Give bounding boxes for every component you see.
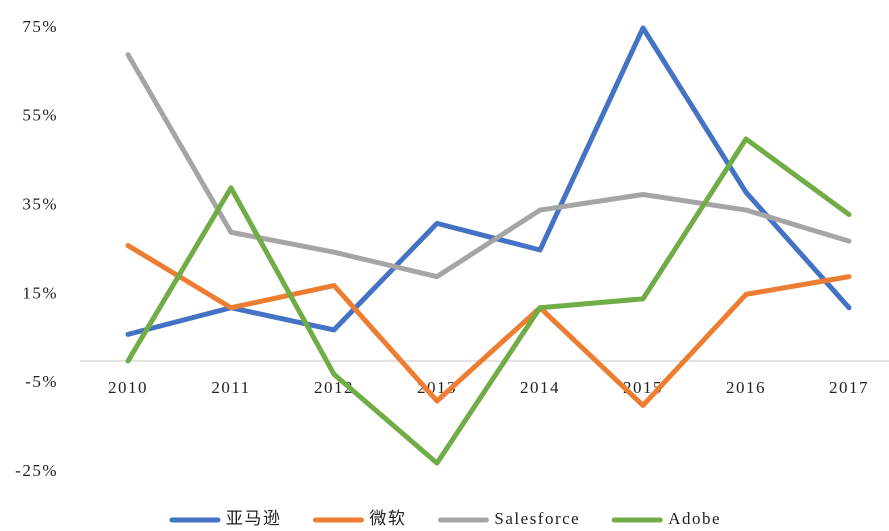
series-line [125,25,852,337]
y-tick-label: -5% [25,372,58,391]
x-tick-label: 2016 [726,378,766,397]
y-tick-label: -25% [15,461,58,480]
legend-label: Salesforce [494,509,580,528]
legend-label: Adobe [668,509,721,528]
y-tick-label: 15% [22,283,58,302]
y-tick-label: 55% [22,106,58,125]
y-tick-label: 75% [22,17,58,36]
x-tick-label: 2011 [211,378,250,397]
x-tick-label: 2017 [829,378,869,397]
legend-label: 亚马逊 [226,509,282,528]
legend-label: 微软 [369,509,406,528]
x-tick-label: 2010 [108,378,148,397]
series-line [125,52,852,280]
y-tick-label: 35% [22,195,58,214]
x-tick-label: 2014 [520,378,560,397]
series-line [125,136,852,466]
series-line [125,243,852,408]
